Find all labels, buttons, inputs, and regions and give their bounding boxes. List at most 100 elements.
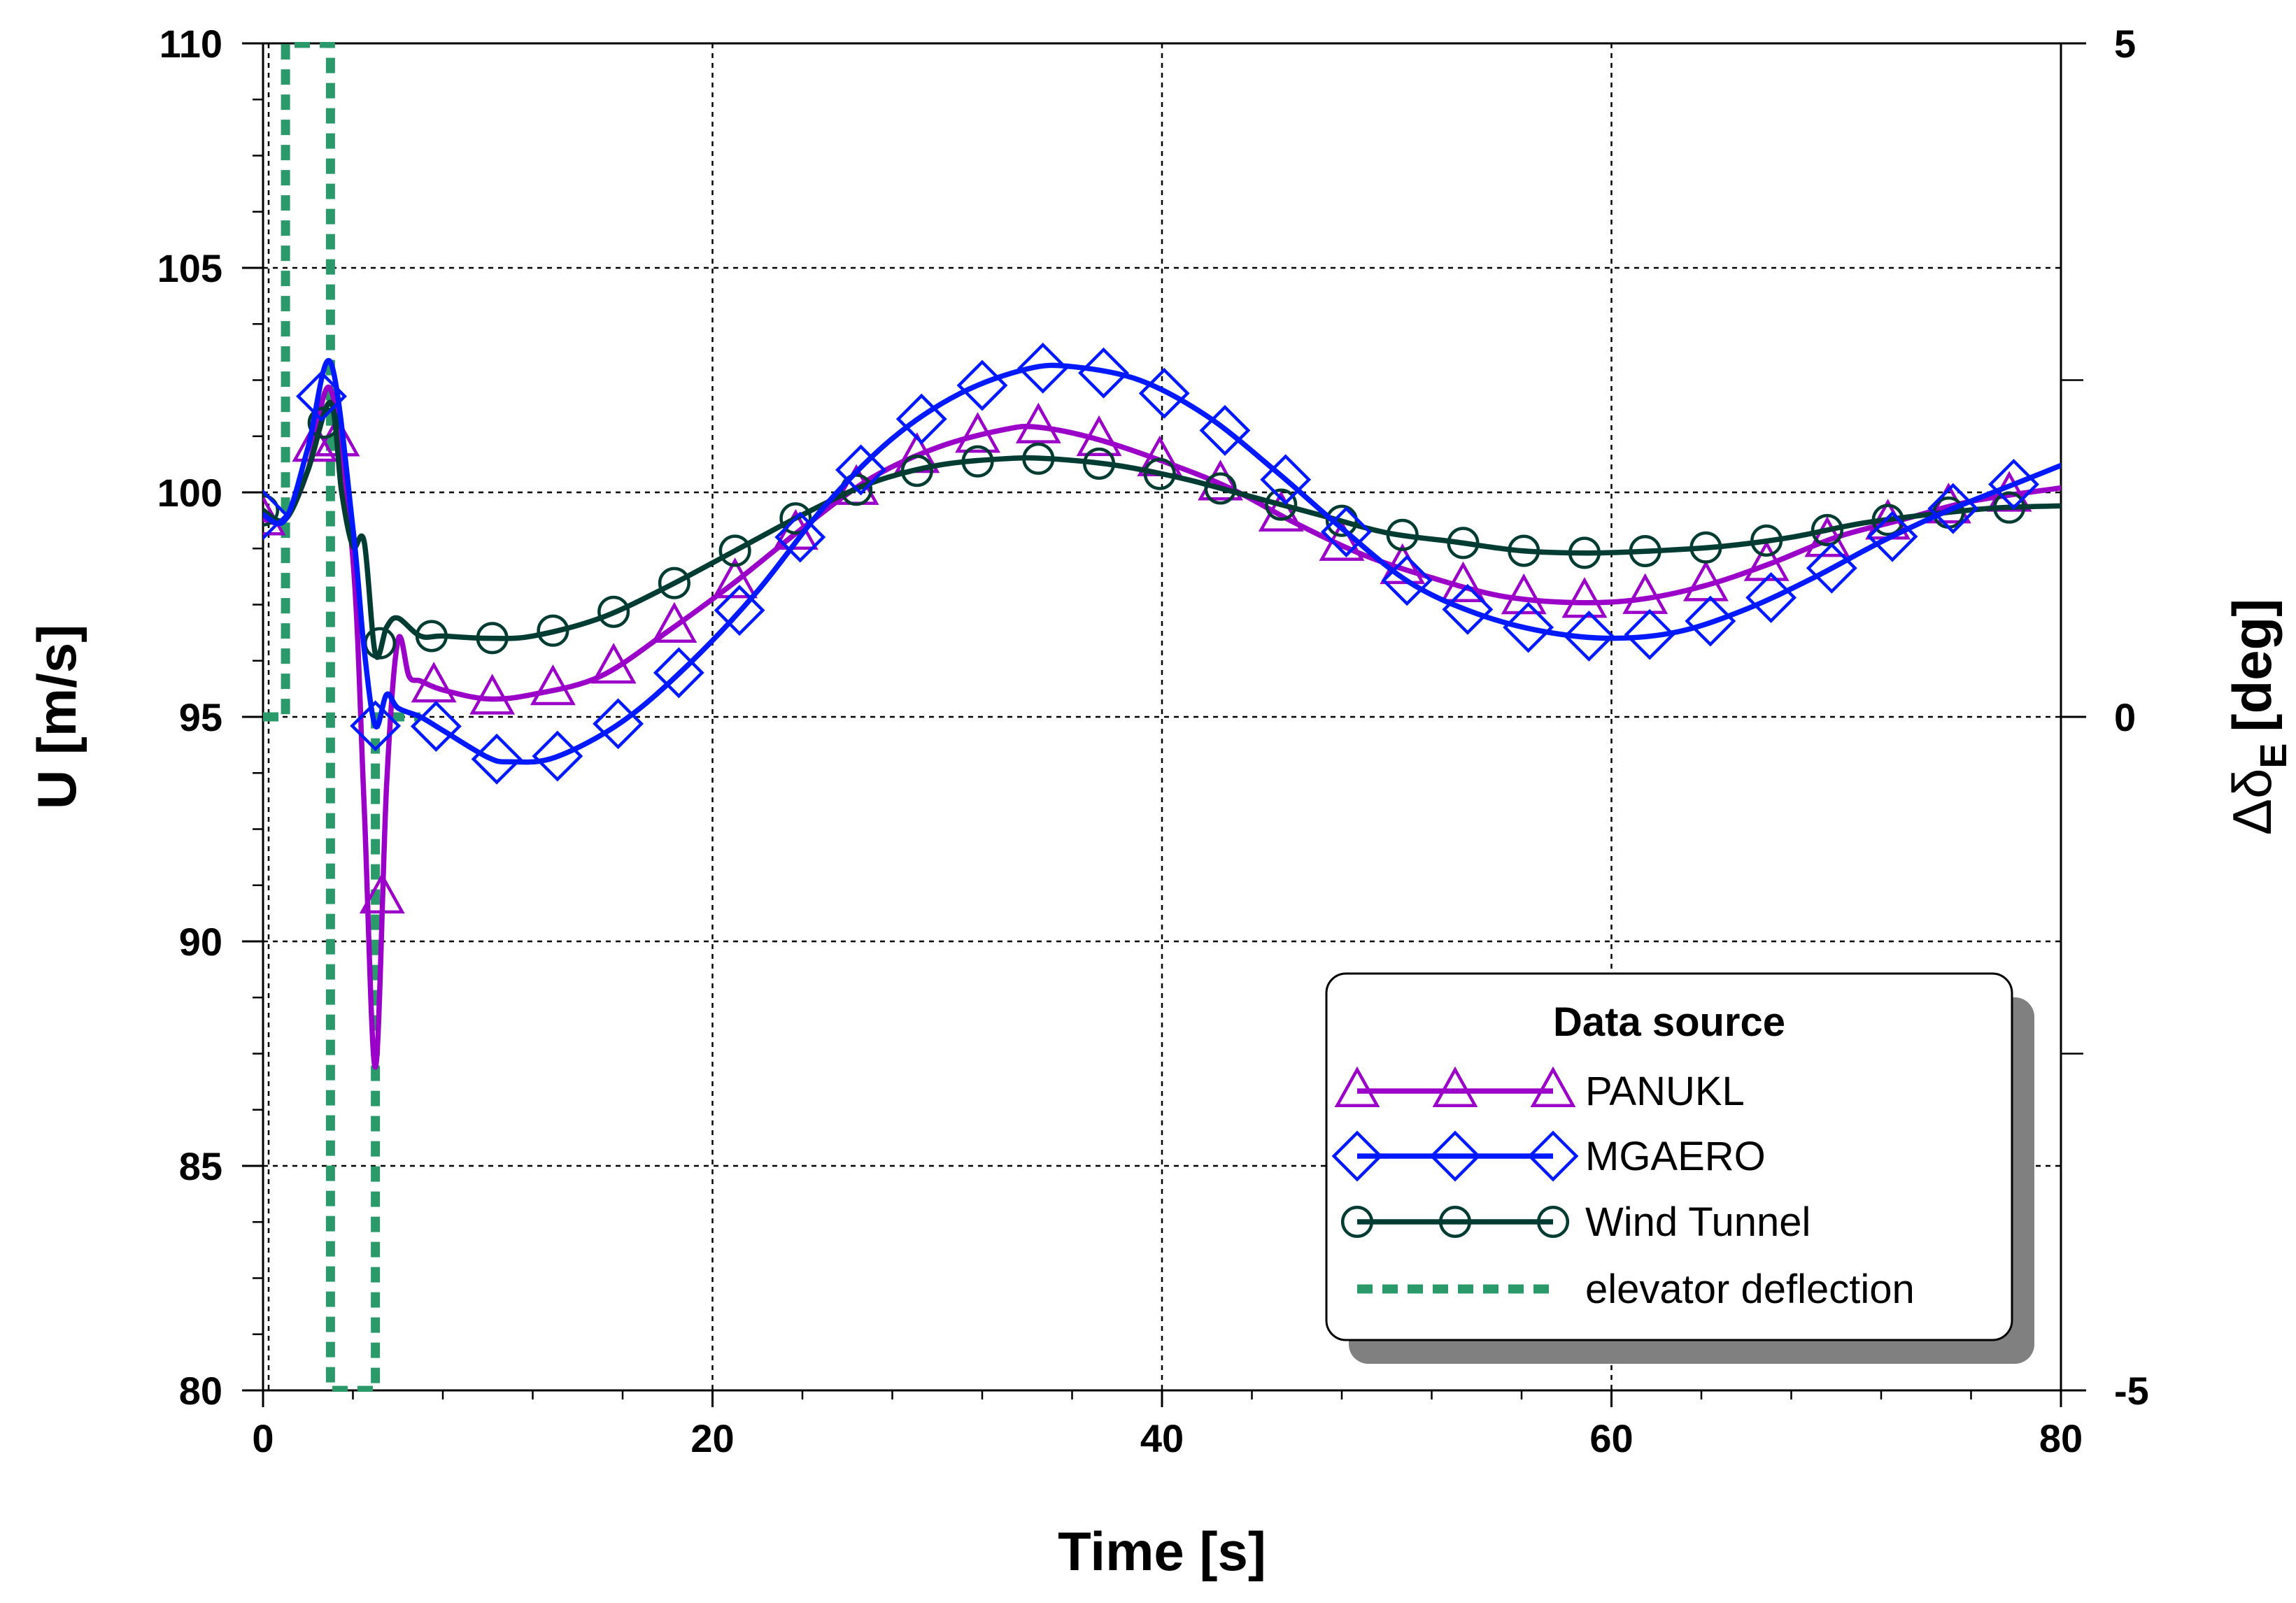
legend-entry: Wind Tunnel <box>1340 1199 1810 1245</box>
triangle-marker <box>1440 561 1486 602</box>
diamond-marker <box>1138 367 1190 419</box>
circle-marker <box>1143 457 1176 490</box>
svg-text:ΔδE[deg]: ΔδE [deg] <box>2221 599 2295 835</box>
circle-marker <box>1568 536 1601 569</box>
circle-marker <box>1447 527 1480 560</box>
diamond-marker <box>1806 542 1857 594</box>
x-tick-label: 80 <box>2039 1416 2083 1460</box>
diamond-marker <box>1988 458 2039 510</box>
y-tick-label: 110 <box>160 22 222 66</box>
legend-entries: PANUKL MGAERO Wind Tunnel elevator deflecti… <box>1331 1066 1915 1312</box>
series-line <box>263 384 2061 1070</box>
diamond-marker <box>1527 1130 1579 1182</box>
legend-entry: PANUKL <box>1334 1066 1745 1114</box>
circle-marker <box>779 502 812 535</box>
circle-marker <box>1750 524 1783 557</box>
y2-axis-title: ΔδE [deg] <box>2221 599 2295 835</box>
triangle-marker <box>469 674 516 715</box>
legend-entry: elevator deflection <box>1357 1267 1915 1312</box>
circle-marker <box>961 445 994 478</box>
triangle-marker <box>1076 415 1122 457</box>
diamond-marker <box>1745 571 1797 623</box>
circle-marker <box>1810 513 1843 546</box>
diamond-marker <box>653 647 704 699</box>
diamond-marker <box>410 701 462 752</box>
diamond-marker <box>1927 483 1979 534</box>
x-tick-label: 60 <box>1589 1416 1633 1460</box>
circle-marker <box>1536 1205 1570 1239</box>
circle-marker <box>1629 534 1661 568</box>
diamond-marker <box>1381 555 1433 606</box>
triangle-marker <box>955 412 1001 453</box>
circle-marker <box>1993 491 2026 524</box>
circle-marker <box>718 534 751 567</box>
legend-label: PANUKL <box>1585 1069 1745 1114</box>
y-tick-label: 105 <box>157 246 222 290</box>
y2-tick-label: 5 <box>2114 22 2136 66</box>
diamond-marker <box>471 733 523 785</box>
y2-tick-label: -5 <box>2114 1369 2149 1413</box>
diamond-marker <box>714 585 765 636</box>
x-axis-title: Time [s] <box>1058 1520 1266 1582</box>
y-tick-label: 80 <box>179 1369 222 1413</box>
series-line <box>263 357 2061 765</box>
diamond-marker <box>774 511 826 563</box>
triangle-marker <box>1622 573 1668 614</box>
circle-marker <box>1871 504 1904 536</box>
circle-marker <box>307 406 340 439</box>
diamond-marker <box>1685 595 1736 647</box>
diamond-marker <box>1442 583 1494 635</box>
triangle-marker <box>1682 560 1729 601</box>
triangle-marker <box>1198 459 1243 501</box>
triangle-marker <box>530 664 576 706</box>
legend-title: Data source <box>1553 999 1785 1045</box>
circle-marker <box>1689 531 1722 564</box>
circle-marker <box>263 494 280 527</box>
legend-label: MGAERO <box>1585 1134 1766 1179</box>
circle-marker <box>1022 442 1055 475</box>
diamond-marker <box>1563 610 1615 662</box>
circle-marker <box>1438 1205 1472 1239</box>
diamond-marker <box>1503 601 1554 653</box>
circle-marker <box>1340 1205 1374 1239</box>
diamond-marker <box>263 489 289 541</box>
y-tick-label: 90 <box>179 920 222 964</box>
y2-axis-title-main: Δδ <box>2221 769 2283 836</box>
triangle-marker <box>411 662 457 703</box>
triangle-marker <box>712 557 758 599</box>
triangle-marker <box>1530 1066 1576 1107</box>
y2-axis-title-sub: E <box>2253 743 2295 769</box>
diamond-marker <box>1866 511 1918 562</box>
diamond-marker <box>1429 1130 1481 1182</box>
triangle-marker <box>590 643 637 684</box>
y2-axis-title-unit: [deg] <box>2221 599 2283 732</box>
diamond-marker <box>956 359 1008 411</box>
diamond-marker <box>296 371 347 422</box>
diamond-marker <box>1017 342 1069 394</box>
legend-label: Wind Tunnel <box>1585 1199 1810 1245</box>
circle-marker <box>1265 488 1298 521</box>
x-tick-label: 0 <box>252 1416 274 1460</box>
diamond-marker <box>1199 404 1251 456</box>
triangle-marker <box>359 872 405 914</box>
circle-marker <box>1204 472 1237 505</box>
circle-marker <box>476 622 509 655</box>
series-line <box>263 42 420 1392</box>
circle-marker <box>658 567 690 599</box>
diamond-marker <box>532 730 583 782</box>
circle-marker <box>415 620 448 653</box>
circle-marker <box>900 455 933 487</box>
diamond-marker <box>1320 506 1372 557</box>
diamond-marker <box>350 700 402 752</box>
x-tick-label: 20 <box>690 1416 734 1460</box>
series-elevator-deflection <box>263 42 420 1392</box>
y-tick-label: 100 <box>157 471 222 515</box>
y-axis-title: U [m/s] <box>26 625 87 809</box>
triangle-marker <box>1804 516 1850 557</box>
triangle-marker <box>651 601 697 643</box>
circle-marker <box>1386 518 1419 551</box>
triangle-marker <box>1501 573 1547 615</box>
circle-marker <box>1508 534 1540 567</box>
diamond-marker <box>1624 608 1675 660</box>
series-mgaero <box>263 342 2061 785</box>
